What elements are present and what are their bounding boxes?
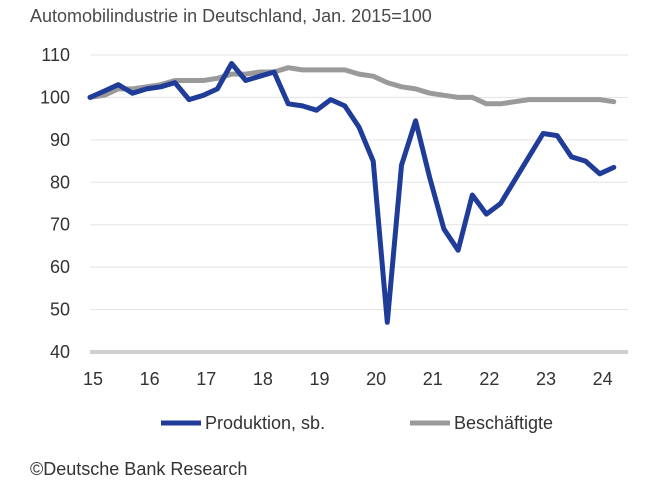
y-tick-label: 100	[40, 87, 70, 107]
legend-label: Produktion, sb.	[205, 413, 325, 433]
y-tick-label: 70	[50, 215, 70, 235]
legend-label: Beschäftigte	[454, 413, 553, 433]
x-tick-label: 18	[253, 369, 273, 389]
y-tick-label: 110	[41, 45, 70, 65]
x-tick-label: 17	[196, 369, 216, 389]
y-tick-label: 90	[50, 130, 70, 150]
series-line	[87, 61, 617, 325]
y-tick-label: 40	[50, 342, 70, 362]
x-tick-label: 24	[593, 369, 613, 389]
x-tick-label: 15	[83, 369, 103, 389]
x-tick-label: 23	[536, 369, 556, 389]
x-tick-label: 21	[423, 369, 443, 389]
x-tick-label: 20	[366, 369, 386, 389]
x-tick-label: 22	[479, 369, 499, 389]
x-tick-label: 16	[140, 369, 160, 389]
series-line	[87, 65, 617, 107]
y-tick-label: 60	[50, 257, 70, 277]
copyright-credit: ©Deutsche Bank Research	[30, 459, 248, 479]
chart-title: Automobilindustrie in Deutschland, Jan. …	[30, 6, 432, 26]
x-tick-label: 19	[310, 369, 330, 389]
y-tick-label: 80	[50, 172, 70, 192]
y-tick-label: 50	[50, 300, 70, 320]
